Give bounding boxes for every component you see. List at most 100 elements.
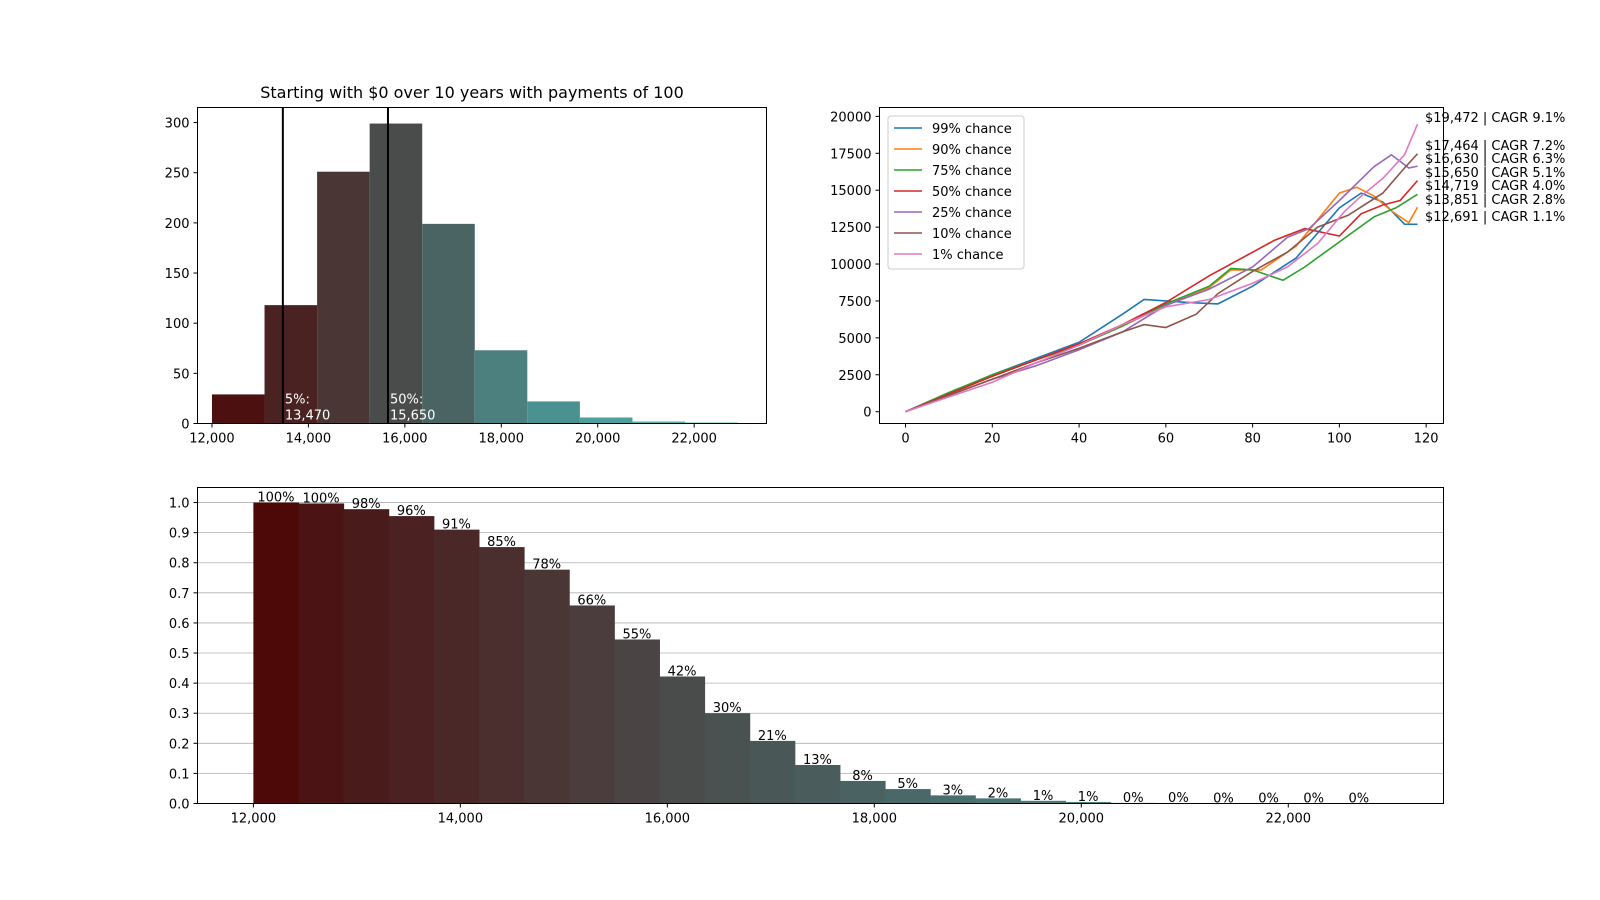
cumulative-bar [930,795,976,804]
cumulative-bar [478,547,525,804]
series-line [905,123,1419,413]
y-tick-label: 200 [165,217,190,232]
cumulative-bar [1020,800,1067,804]
y-tick-label: 20000 [830,110,871,125]
bar-value-label: 0% [1168,791,1189,806]
legend-box [887,115,1025,270]
histogram-bar [264,305,318,424]
legend-label: 25% chance [932,206,1012,221]
end-value-label: $14,719 | CAGR 4.0% [1425,179,1565,194]
histogram-bar [632,421,686,424]
cumulative-frame [197,487,1444,804]
y-tick-label: 50 [173,367,190,382]
x-tick-label: 22,000 [671,432,717,447]
bar-value-label: 55% [622,627,651,642]
histogram-bar [211,394,265,424]
histogram-bar [474,350,528,424]
y-tick-label: 7500 [838,295,871,310]
series-line [905,153,1419,413]
y-tick-label: 17500 [830,147,871,162]
legend-label: 10% chance [932,227,1012,242]
x-tick-label: 16,000 [382,432,428,447]
percentile-value: 15,650 [390,409,436,424]
percentile-value: 13,470 [285,409,331,424]
y-tick-label: 10000 [830,258,871,273]
y-tick-label: 300 [165,117,190,132]
x-tick-label: 120 [1414,432,1439,447]
y-tick-label: 250 [165,167,190,182]
bar-value-label: 0% [1303,792,1324,807]
bar-value-label: 2% [988,786,1009,801]
y-tick-label: 0.1 [169,767,190,782]
x-tick-label: 12,000 [231,812,277,827]
x-tick-label: 20,000 [1059,812,1105,827]
y-tick-label: 0.2 [169,737,190,752]
bar-value-label: 100% [257,491,294,506]
bar-value-label: 96% [397,504,426,519]
histogram-bar [317,171,370,424]
end-value-label: $16,630 | CAGR 6.3% [1425,152,1565,167]
series-line [905,180,1419,413]
legend-label: 50% chance [932,185,1012,200]
y-tick-label: 5000 [838,332,871,347]
cumulative-bar [343,509,390,804]
histogram-bar [422,223,475,424]
bar-value-label: 98% [352,497,381,512]
end-value-label: $12,691 | CAGR 1.1% [1425,210,1565,225]
histogram-title: Starting with $0 over 10 years with paym… [260,83,684,102]
y-tick-label: 0.8 [169,557,190,572]
cumulative-bar [885,789,931,804]
x-tick-label: 22,000 [1266,812,1312,827]
y-tick-label: 0.9 [169,527,190,542]
bar-value-label: 5% [897,777,918,792]
bar-value-label: 91% [442,518,471,533]
cumulative-bar [1065,801,1112,804]
end-value-label: $15,650 | CAGR 5.1% [1425,166,1565,181]
y-tick-label: 0.0 [169,798,190,813]
histogram-bar [579,417,633,424]
cumulative-bar [614,639,660,804]
bar-value-label: 0% [1258,792,1279,807]
y-tick-label: 12500 [830,221,871,236]
bar-value-label: 1% [1078,790,1099,805]
bar-value-label: 78% [532,558,561,573]
x-tick-label: 18,000 [852,812,898,827]
y-tick-label: 150 [165,267,190,282]
x-tick-label: 100 [1327,432,1352,447]
histogram-bar [685,422,738,424]
cumulative-bar [253,502,300,804]
bar-value-label: 8% [852,769,873,784]
cumulative-bar [524,569,570,804]
cumulative-bar [569,605,615,804]
bar-value-label: 1% [1033,789,1054,804]
x-tick-label: 14,000 [286,432,332,447]
legend: 99% chance 90% chance 75% chance 50% chance… [887,115,1025,270]
legend-label: 1% chance [932,248,1004,263]
bar-value-label: 0% [1349,792,1370,807]
y-tick-label: 0.5 [169,647,190,662]
percentile-label: 5%: [285,393,310,408]
bar-value-label: 100% [302,491,339,506]
cumulative-bar [749,740,796,804]
cumulative-bar [298,503,345,804]
bar-value-label: 0% [1213,792,1234,807]
x-tick-label: 20,000 [575,432,621,447]
y-tick-label: 1.0 [169,497,190,512]
cumulative-bar [388,516,435,804]
y-tick-label: 0 [181,418,189,433]
cumulative-bar [975,798,1021,804]
bar-value-label: 42% [668,664,697,679]
bar-value-label: 21% [758,729,787,744]
cumulative-bar [839,780,886,804]
x-tick-label: 80 [1244,432,1261,447]
end-value-label: $19,472 | CAGR 9.1% [1425,111,1565,126]
end-value-label: $17,464 | CAGR 7.2% [1425,139,1565,154]
cumulative-bar [433,529,480,804]
y-tick-label: 100 [165,317,190,332]
y-tick-label: 2500 [838,369,871,384]
x-tick-label: 20 [984,432,1001,447]
cumulative-bar [659,676,706,804]
legend-label: 99% chance [932,122,1012,137]
x-tick-label: 18,000 [479,432,525,447]
